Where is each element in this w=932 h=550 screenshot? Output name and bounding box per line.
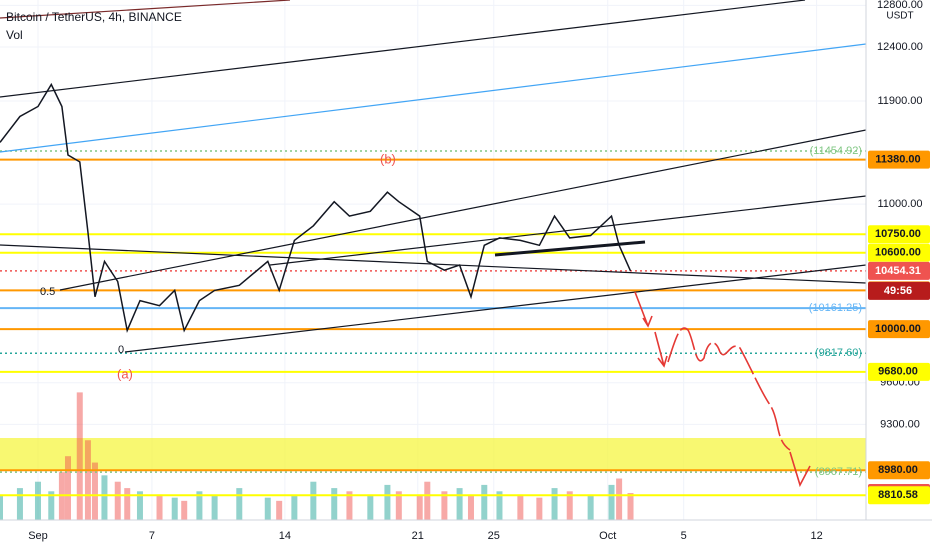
x-tick-label: 25 — [488, 530, 500, 542]
grid — [0, 0, 866, 520]
price — [0, 82, 632, 334]
volume-bar — [517, 494, 524, 520]
fib-label: 0 — [118, 344, 124, 356]
volume-bar — [276, 500, 283, 520]
x-tick-label: 12 — [810, 530, 822, 542]
fib-label: 0.5 — [40, 286, 55, 298]
volume-bar — [84, 440, 91, 520]
x-tick-label: Sep — [28, 530, 48, 542]
x-tick-label: 7 — [149, 530, 155, 542]
volume-bar — [291, 494, 298, 520]
volume-bar — [608, 484, 615, 520]
y-tick-label: 11000.00 — [877, 198, 922, 210]
volume-bar — [101, 475, 108, 520]
volume-bar — [0, 494, 3, 520]
volume-bar — [424, 481, 431, 520]
volume — [0, 392, 634, 520]
level-tag-label: 10600.00 — [875, 247, 921, 259]
wave-label: (a) — [117, 366, 133, 381]
volume-bar — [616, 478, 623, 520]
level-tag-label: 8810.58 — [878, 489, 918, 501]
volume-bar — [331, 488, 338, 520]
level-tag-label: 10000.00 — [875, 323, 921, 335]
volume-bar — [196, 491, 203, 520]
y-tick-label: 11900.00 — [877, 95, 922, 107]
level-tag-label: 11380.00 — [875, 153, 920, 165]
volume-bar — [496, 491, 503, 520]
volume-bar — [416, 494, 423, 520]
axes: 12800.0012400.0011900.0011000.009600.009… — [28, 0, 930, 542]
level-tag — [868, 486, 930, 505]
volume-bar — [627, 493, 634, 520]
level-label: (11454.92) — [810, 145, 862, 157]
volume-bar — [124, 488, 131, 520]
volume-bar — [395, 491, 402, 520]
level-tag-label: 10454.31 — [875, 265, 921, 277]
countdown-tag — [868, 281, 930, 300]
level-tag — [868, 320, 930, 339]
volume-bar — [34, 481, 41, 520]
volume-bar — [467, 494, 474, 520]
volume-bar — [346, 491, 353, 520]
volume-bar — [587, 494, 594, 520]
level-tag — [868, 150, 930, 169]
volume-bar — [48, 491, 55, 520]
price-line — [0, 82, 632, 334]
x-tick-label: 5 — [681, 530, 687, 542]
wave-label: (b) — [380, 151, 396, 166]
y-tick-label: 12800.00 — [877, 0, 923, 11]
volume-bar — [384, 484, 391, 520]
volume-bar — [264, 497, 271, 520]
x-tick-label: 21 — [412, 530, 424, 542]
level-tag-label: 10750.00 — [875, 228, 921, 240]
volume-bar — [156, 494, 163, 520]
chart-title: Bitcoin / TetherUS, 4h, BINANCE — [6, 10, 182, 24]
y-tick-label: 12400.00 — [877, 41, 923, 53]
volume-bar — [367, 494, 374, 520]
volume-bar — [64, 456, 71, 520]
level-tag-label: 8980.00 — [878, 464, 918, 476]
volume-bar — [456, 488, 463, 520]
volume-bar — [551, 488, 558, 520]
level-tag — [868, 461, 930, 480]
volume-bar — [566, 491, 573, 520]
y-tick-label: 9300.00 — [880, 418, 920, 430]
volume-bar — [536, 497, 543, 520]
volume-title: Vol — [6, 28, 23, 42]
level-label: (10161.25) — [809, 302, 862, 314]
level-tag — [868, 225, 930, 244]
level-label: (9817.60) — [815, 347, 862, 359]
countdown: 49:56 — [884, 285, 912, 297]
projection — [634, 291, 811, 488]
volume-bar — [441, 491, 448, 520]
axis-unit: USDT — [886, 11, 913, 22]
volume-bar — [114, 481, 121, 520]
volume-bar — [181, 500, 188, 520]
x-tick-label: Oct — [599, 530, 616, 542]
level-label: (8967.71) — [815, 466, 862, 478]
volume-bar — [236, 488, 243, 520]
volume-bar — [136, 491, 143, 520]
level-tag-label: 9680.00 — [878, 366, 918, 378]
volume-bar — [310, 481, 317, 520]
level-tag — [868, 243, 930, 262]
volume-bar — [16, 488, 23, 520]
level-tag — [868, 362, 930, 381]
volume-bar — [91, 462, 98, 520]
volume-bar — [76, 392, 83, 520]
volume-bar — [171, 497, 178, 520]
support-zone — [0, 438, 866, 470]
x-tick-label: 14 — [279, 530, 291, 542]
level-tag — [868, 261, 930, 280]
volume-bar — [211, 494, 218, 520]
volume-bar — [481, 484, 488, 520]
